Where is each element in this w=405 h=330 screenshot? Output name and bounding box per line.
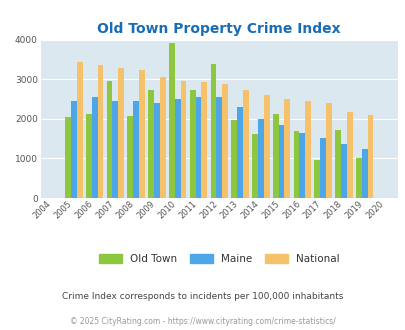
Bar (284, 99, 290, 198)
Bar (97, 65, 103, 198)
Bar (65, 117, 71, 198)
Bar (175, 99, 180, 198)
Bar (118, 68, 124, 198)
Bar (180, 81, 186, 198)
Bar (242, 90, 248, 198)
Bar (313, 160, 320, 198)
Bar (237, 107, 242, 198)
Bar (189, 90, 195, 198)
Bar (367, 115, 373, 198)
Bar (168, 43, 175, 198)
Bar (346, 112, 352, 198)
Bar (263, 95, 269, 198)
Bar (320, 138, 325, 198)
Bar (195, 97, 201, 198)
Bar (107, 81, 112, 198)
Bar (222, 84, 227, 198)
Bar (92, 97, 97, 198)
Bar (298, 133, 305, 198)
Bar (160, 77, 165, 198)
Bar (252, 134, 257, 198)
Bar (334, 130, 340, 198)
Bar (361, 148, 367, 198)
Bar (340, 144, 346, 198)
Bar (153, 103, 160, 198)
Text: Crime Index corresponds to incidents per 100,000 inhabitants: Crime Index corresponds to incidents per… (62, 292, 343, 301)
Bar (86, 115, 92, 198)
Bar (257, 119, 263, 198)
Bar (71, 101, 77, 198)
Bar (216, 97, 222, 198)
Bar (112, 101, 118, 198)
Bar (278, 125, 284, 198)
Bar (77, 62, 82, 198)
Legend: Old Town, Maine, National: Old Town, Maine, National (99, 254, 339, 264)
Bar (148, 90, 153, 198)
Bar (272, 114, 278, 198)
Bar (127, 116, 133, 198)
Bar (231, 119, 237, 198)
Bar (325, 103, 331, 198)
Bar (355, 158, 361, 198)
Bar (293, 131, 298, 198)
Bar (305, 101, 310, 198)
Title: Old Town Property Crime Index: Old Town Property Crime Index (97, 22, 340, 36)
Bar (139, 71, 145, 198)
Text: © 2025 CityRating.com - https://www.cityrating.com/crime-statistics/: © 2025 CityRating.com - https://www.city… (70, 317, 335, 326)
Bar (201, 82, 207, 198)
Bar (133, 101, 139, 198)
Bar (210, 64, 216, 198)
